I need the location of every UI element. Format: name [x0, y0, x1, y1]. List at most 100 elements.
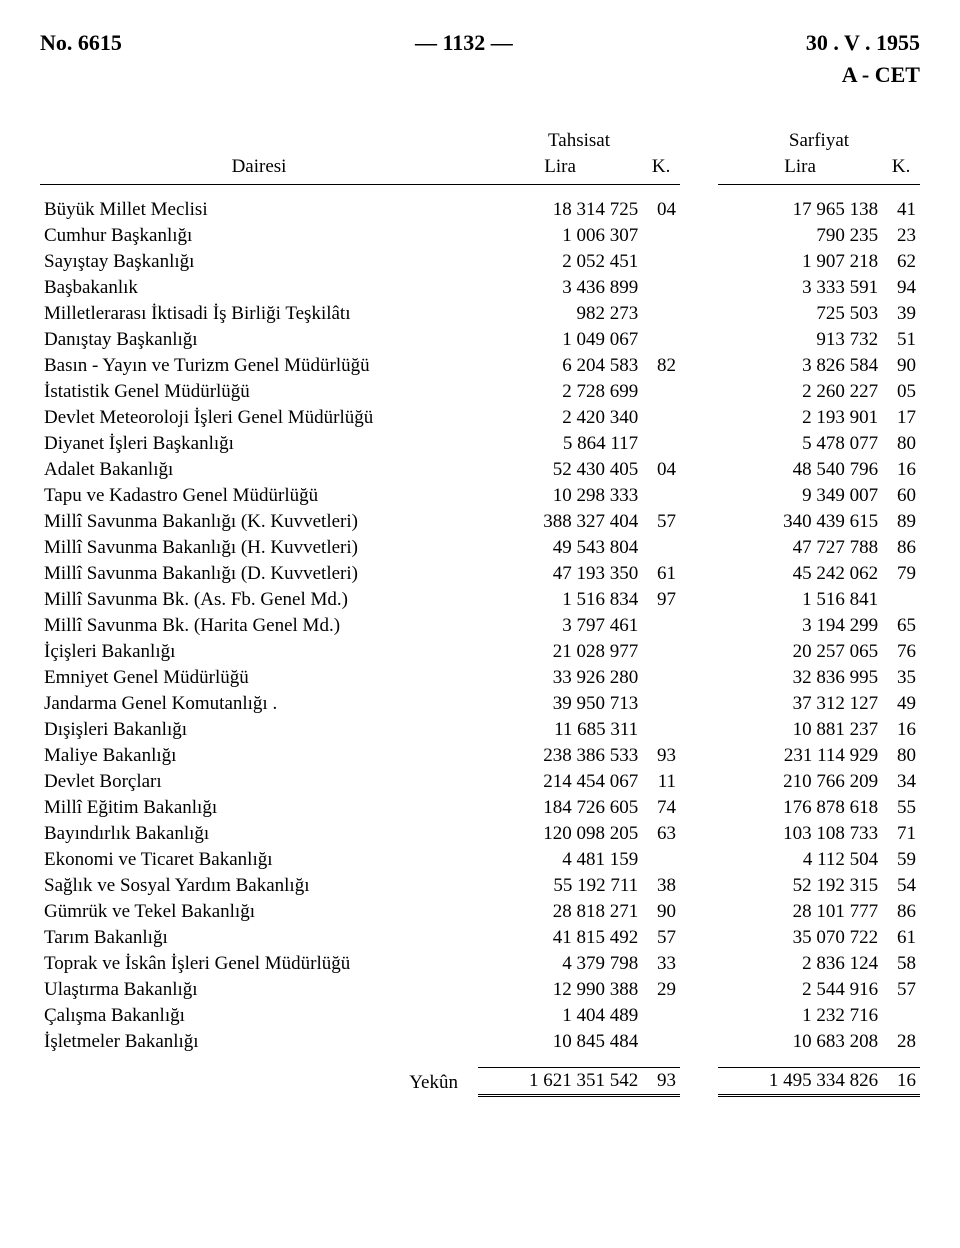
sarfiyat-k — [882, 587, 920, 613]
tahsisat-lira: 49 543 804 — [478, 535, 642, 561]
tahsisat-k: 57 — [642, 925, 680, 951]
dept-label: Bayındırlık Bakanlığı — [40, 821, 478, 847]
sarfiyat-lira: 10 881 237 — [718, 717, 882, 743]
sarfiyat-lira: 20 257 065 — [718, 639, 882, 665]
page-header: No. 6615 — 1132 — 30 . V . 1955 — [40, 30, 920, 56]
sarfiyat-k: 17 — [882, 405, 920, 431]
sarfiyat-lira: 45 242 062 — [718, 561, 882, 587]
dept-label: Maliye Bakanlığı — [40, 743, 478, 769]
tahsisat-lira: 4 481 159 — [478, 847, 642, 873]
dept-label: Dışişleri Bakanlığı — [40, 717, 478, 743]
sarfiyat-lira: 2 193 901 — [718, 405, 882, 431]
dept-label: Cumhur Başkanlığı — [40, 223, 478, 249]
header-sub-right: A - CET — [40, 62, 920, 88]
table-row: Büyük Millet Meclisi18 314 7250417 965 1… — [40, 197, 920, 223]
table-row: Sayıştay Başkanlığı2 052 4511 907 21862 — [40, 249, 920, 275]
table-row: Danıştay Başkanlığı1 049 067913 73251 — [40, 327, 920, 353]
tahsisat-lira: 41 815 492 — [478, 925, 642, 951]
sarfiyat-k: 65 — [882, 613, 920, 639]
table-row: Başbakanlık3 436 8993 333 59194 — [40, 275, 920, 301]
sarfiyat-k: 90 — [882, 353, 920, 379]
table-row: İçişleri Bakanlığı21 028 97720 257 06576 — [40, 639, 920, 665]
table-row: Dışişleri Bakanlığı11 685 31110 881 2371… — [40, 717, 920, 743]
tahsisat-lira: 12 990 388 — [478, 977, 642, 1003]
table-row: Cumhur Başkanlığı1 006 307790 23523 — [40, 223, 920, 249]
tahsisat-lira: 10 845 484 — [478, 1029, 642, 1055]
tahsisat-k: 74 — [642, 795, 680, 821]
sarfiyat-lira: 3 194 299 — [718, 613, 882, 639]
dept-label: Büyük Millet Meclisi — [40, 197, 478, 223]
tahsisat-lira: 184 726 605 — [478, 795, 642, 821]
tahsisat-k: 29 — [642, 977, 680, 1003]
table-row: Millî Savunma Bakanlığı (H. Kuvvetleri)4… — [40, 535, 920, 561]
total-sarfiyat-lira: 1 495 334 826 — [718, 1068, 882, 1096]
tahsisat-k: 93 — [642, 743, 680, 769]
tahsisat-k — [642, 405, 680, 431]
table-row: Milletlerarası İktisadi İş Birliği Teşki… — [40, 301, 920, 327]
tahsisat-k: 11 — [642, 769, 680, 795]
dept-label: Millî Savunma Bk. (Harita Genel Md.) — [40, 613, 478, 639]
tahsisat-lira: 238 386 533 — [478, 743, 642, 769]
total-sarfiyat-k: 16 — [882, 1068, 920, 1096]
tahsisat-k — [642, 223, 680, 249]
tahsisat-k: 33 — [642, 951, 680, 977]
col-dept: Dairesi — [40, 154, 478, 180]
tahsisat-k — [642, 613, 680, 639]
sarfiyat-k: 59 — [882, 847, 920, 873]
dept-label: Diyanet İşleri Başkanlığı — [40, 431, 478, 457]
table-row: Ulaştırma Bakanlığı12 990 388292 544 916… — [40, 977, 920, 1003]
tahsisat-k: 82 — [642, 353, 680, 379]
dept-label: Devlet Meteoroloji İşleri Genel Müdürlüğ… — [40, 405, 478, 431]
tahsisat-k — [642, 847, 680, 873]
table-row: Gümrük ve Tekel Bakanlığı28 818 2719028 … — [40, 899, 920, 925]
sarfiyat-lira: 913 732 — [718, 327, 882, 353]
sarfiyat-lira: 340 439 615 — [718, 509, 882, 535]
tahsisat-lira: 3 797 461 — [478, 613, 642, 639]
dept-label: İşletmeler Bakanlığı — [40, 1029, 478, 1055]
table-row: Tarım Bakanlığı41 815 4925735 070 72261 — [40, 925, 920, 951]
sarfiyat-lira: 103 108 733 — [718, 821, 882, 847]
sarfiyat-k: 05 — [882, 379, 920, 405]
tahsisat-k — [642, 639, 680, 665]
tahsisat-lira: 1 404 489 — [478, 1003, 642, 1029]
dept-label: İçişleri Bakanlığı — [40, 639, 478, 665]
table-row: Sağlık ve Sosyal Yardım Bakanlığı55 192 … — [40, 873, 920, 899]
sarfiyat-k: 94 — [882, 275, 920, 301]
tahsisat-lira: 47 193 350 — [478, 561, 642, 587]
tahsisat-lira: 6 204 583 — [478, 353, 642, 379]
tahsisat-lira: 10 298 333 — [478, 483, 642, 509]
col-lira-1: Lira — [478, 154, 642, 180]
sarfiyat-k: 57 — [882, 977, 920, 1003]
sarfiyat-k: 54 — [882, 873, 920, 899]
tahsisat-lira: 120 098 205 — [478, 821, 642, 847]
table-row: Millî Savunma Bakanlığı (K. Kuvvetleri) 3… — [40, 509, 920, 535]
col-k-2: K. — [882, 154, 920, 180]
tahsisat-k: 61 — [642, 561, 680, 587]
col-lira-2: Lira — [718, 154, 882, 180]
tahsisat-k: 38 — [642, 873, 680, 899]
tahsisat-lira: 982 273 — [478, 301, 642, 327]
sarfiyat-k: 61 — [882, 925, 920, 951]
total-tahsisat-lira: 1 621 351 542 — [478, 1068, 642, 1096]
table-row: Millî Savunma Bk. (Harita Genel Md.)3 79… — [40, 613, 920, 639]
dept-label: Toprak ve İskân İşleri Genel Müdürlüğü — [40, 951, 478, 977]
tahsisat-lira: 3 436 899 — [478, 275, 642, 301]
dept-label: Millî Savunma Bakanlığı (K. Kuvvetleri) — [40, 509, 478, 535]
dept-label: Tarım Bakanlığı — [40, 925, 478, 951]
table-row: Emniyet Genel Müdürlüğü33 926 28032 836 … — [40, 665, 920, 691]
tahsisat-k: 63 — [642, 821, 680, 847]
sarfiyat-k: 34 — [882, 769, 920, 795]
sarfiyat-k: 86 — [882, 535, 920, 561]
sarfiyat-k: 51 — [882, 327, 920, 353]
dept-label: Gümrük ve Tekel Bakanlığı — [40, 899, 478, 925]
dept-label: Milletlerarası İktisadi İş Birliği Teşki… — [40, 301, 478, 327]
tahsisat-k — [642, 535, 680, 561]
sarfiyat-lira: 48 540 796 — [718, 457, 882, 483]
sarfiyat-lira: 47 727 788 — [718, 535, 882, 561]
sarfiyat-lira: 9 349 007 — [718, 483, 882, 509]
sarfiyat-k: 60 — [882, 483, 920, 509]
dept-label: Ekonomi ve Ticaret Bakanlığı — [40, 847, 478, 873]
tahsisat-lira: 2 052 451 — [478, 249, 642, 275]
tahsisat-k — [642, 691, 680, 717]
sarfiyat-lira: 176 878 618 — [718, 795, 882, 821]
